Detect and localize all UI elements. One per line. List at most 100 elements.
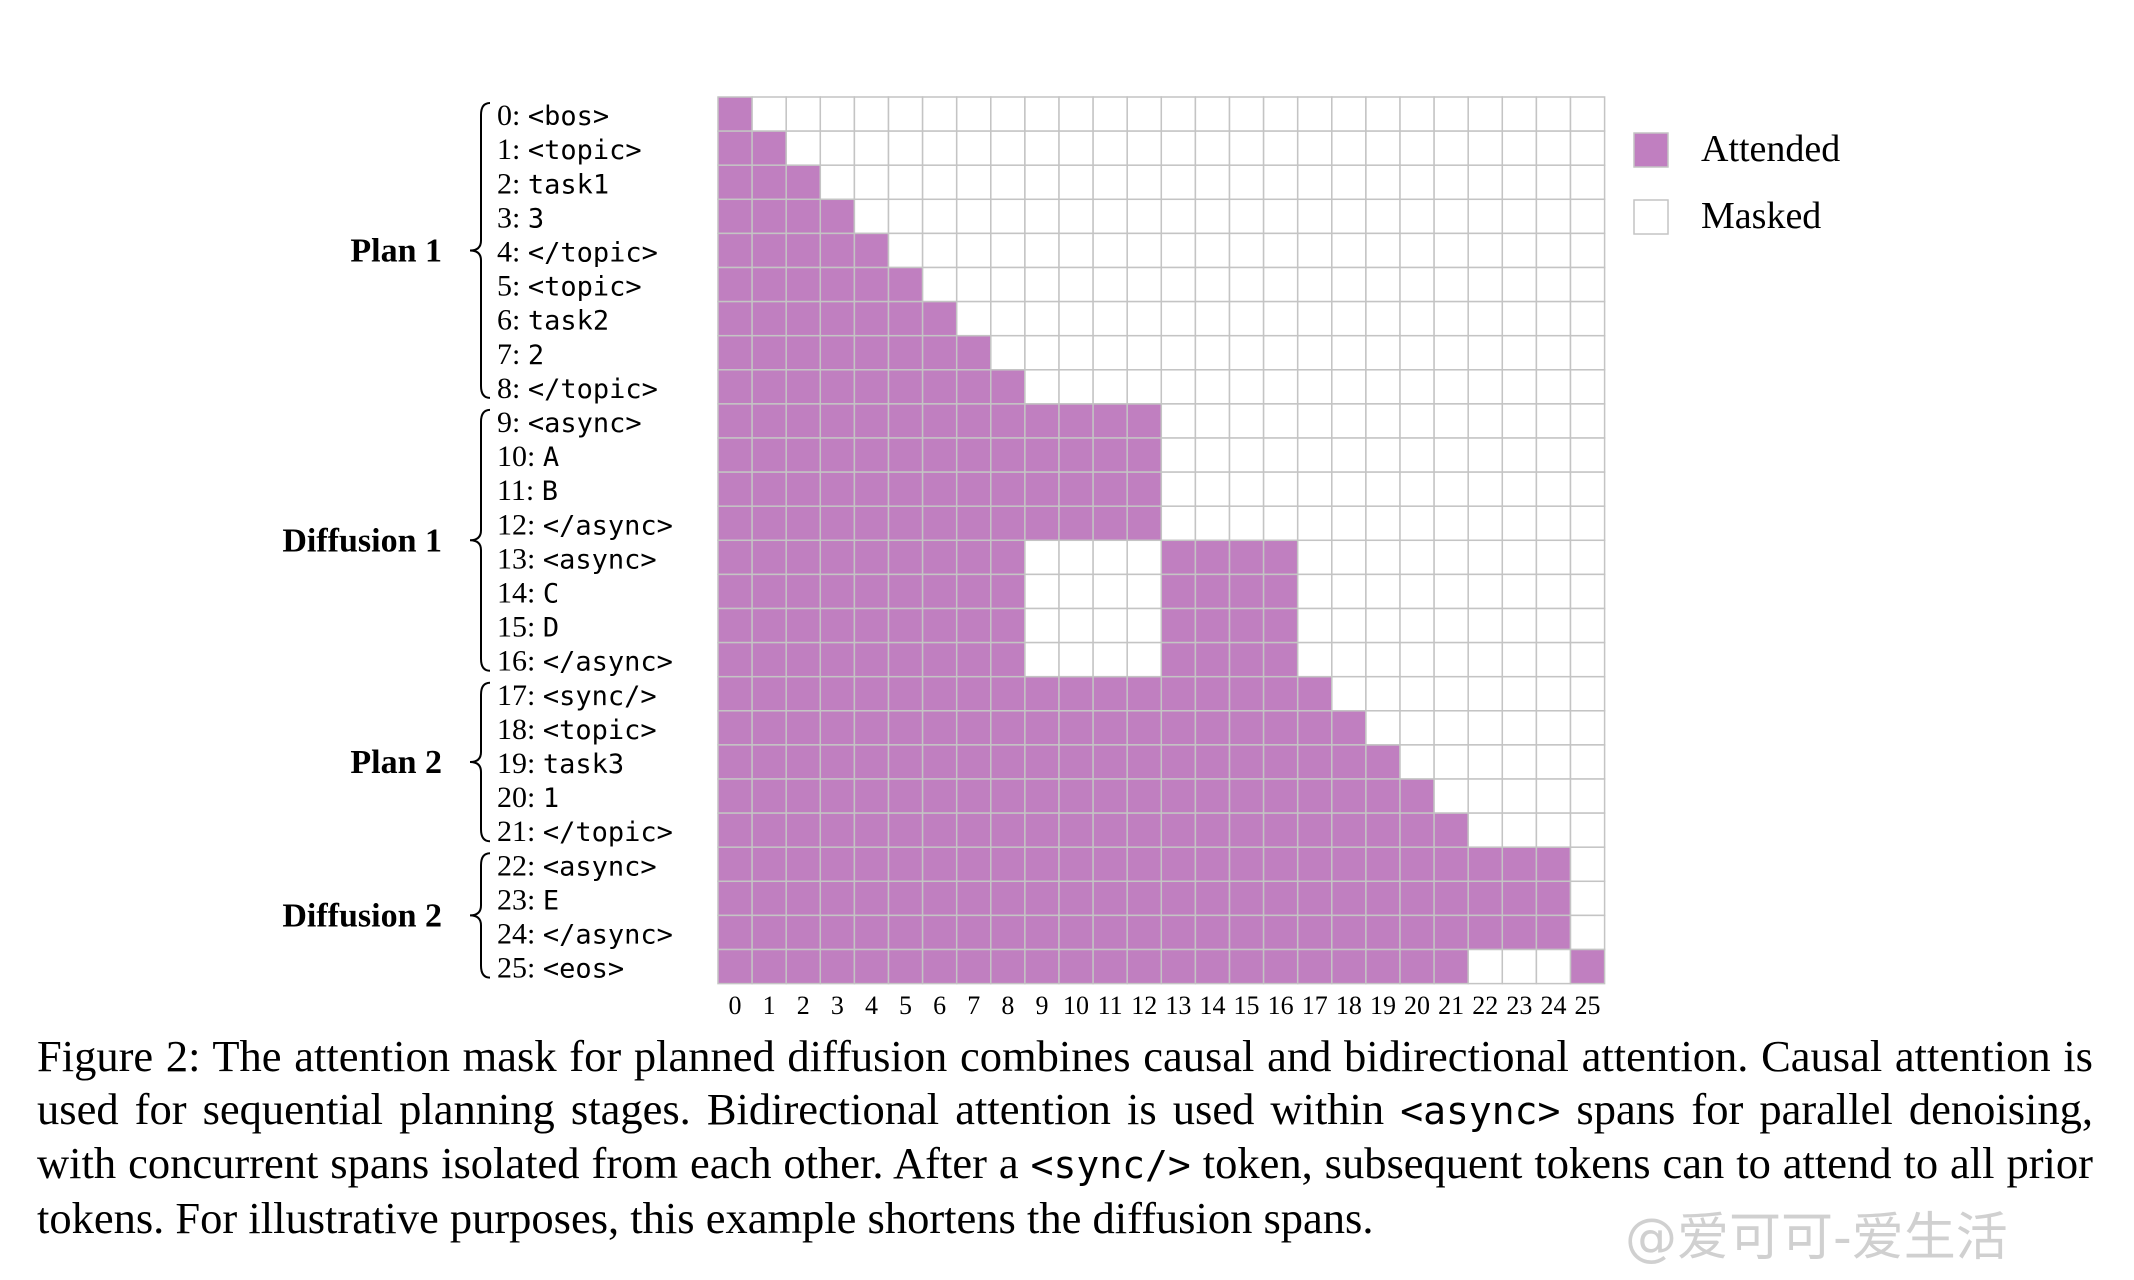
cell-masked [1365,675,1401,712]
cell-attended [819,778,856,814]
cell-masked [1194,300,1231,337]
cell-attended [1262,812,1299,848]
cell-masked [1569,130,1606,166]
cell-attended [1024,471,1060,507]
cell-masked [1331,198,1367,235]
cell-masked [1058,334,1094,371]
cell-masked [1535,744,1572,780]
cell-attended [751,914,787,951]
cell-masked [1092,539,1128,576]
cell-masked [1160,300,1197,337]
cell-masked [1331,437,1367,473]
cell-masked [1535,812,1572,848]
cell-attended [1467,880,1504,917]
cell-attended [785,164,822,201]
cell-attended [751,369,787,405]
row-label: 22: <async> [497,849,657,882]
cell-masked [1194,369,1231,405]
cell-masked [1501,812,1538,848]
cell-attended [785,232,822,269]
cell-masked [1501,266,1538,303]
cell-attended [1160,675,1197,712]
cell-masked [1501,641,1538,678]
cell-attended [887,641,924,678]
cell-masked [1433,675,1469,712]
cell-attended [1058,744,1094,780]
row-label: 0: <bos> [497,99,609,132]
cell-masked [1058,539,1094,576]
cell-attended [955,914,992,951]
cell-attended [819,403,856,439]
cell-attended [1569,948,1606,985]
cell-attended [887,778,924,814]
cell-masked [1399,164,1435,201]
cell-attended [1194,778,1231,814]
cell-attended [1228,710,1265,746]
cell-attended [717,812,753,848]
cell-masked [1501,573,1538,610]
cell-masked [921,130,958,166]
cell-attended [717,846,753,883]
cell-masked [819,96,856,132]
cell-masked [921,96,958,132]
cell-attended [1160,914,1197,951]
cell-masked [1535,505,1572,542]
cell-attended [1365,846,1401,883]
cell-masked [1535,778,1572,814]
cell-masked [1194,505,1231,542]
cell-masked [1331,539,1367,576]
cell-masked [1194,232,1231,269]
cell-attended [785,573,822,610]
cell-masked [1467,505,1504,542]
cell-masked [1467,164,1504,201]
row-label: 19: task3 [497,747,624,780]
legend-label: Attended [1701,128,1840,170]
cell-masked [1365,471,1401,507]
group-brace [469,408,491,672]
cell-masked [1501,198,1538,235]
cell-attended [1194,744,1231,780]
cell-attended [1126,710,1163,746]
cell-masked [1467,232,1504,269]
cell-masked [1228,505,1265,542]
row-label: 8: </topic> [497,372,658,405]
row-label: 12: </async> [497,508,673,541]
cell-attended [887,471,924,507]
cell-masked [1296,369,1333,405]
cell-masked [1399,539,1435,576]
cell-attended [1126,778,1163,814]
cell-attended [955,403,992,439]
cell-attended [955,812,992,848]
cell-attended [751,880,787,917]
cell-attended [990,607,1026,644]
column-tick: 3 [831,991,844,1020]
cell-attended [1126,880,1163,917]
cell-masked [1228,334,1265,371]
cell-attended [1296,948,1333,985]
cell-attended [1160,607,1197,644]
cell-masked [1501,369,1538,405]
cell-masked [1569,675,1606,712]
cell-attended [921,675,958,712]
cell-masked [1160,437,1197,473]
cell-attended [887,369,924,405]
cell-attended [1228,675,1265,712]
cell-masked [1535,130,1572,166]
cell-masked [1535,710,1572,746]
cell-attended [955,710,992,746]
cell-attended [921,505,958,542]
cell-attended [1296,812,1333,848]
row-label: 4: </topic> [497,235,658,268]
cell-attended [1365,744,1401,780]
cell-masked [1433,607,1469,644]
cell-attended [1126,744,1163,780]
cell-masked [887,130,924,166]
cell-masked [1501,300,1538,337]
cell-masked [1126,334,1163,371]
cell-masked [921,164,958,201]
cell-masked [1433,471,1469,507]
cell-masked [1160,403,1197,439]
cell-masked [1262,164,1299,201]
cell-attended [785,914,822,951]
